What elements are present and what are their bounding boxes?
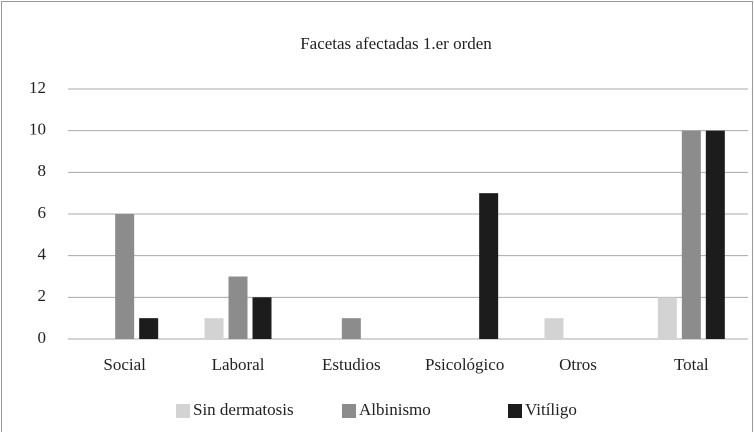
bar xyxy=(657,297,677,339)
bar xyxy=(115,214,135,339)
y-tick-label: 2 xyxy=(38,286,47,305)
bar xyxy=(341,318,361,339)
x-tick-label: Total xyxy=(674,355,709,374)
chart-title: Facetas afectadas 1.er orden xyxy=(300,34,492,53)
x-tick-label: Psicológico xyxy=(425,355,504,374)
x-tick-label: Social xyxy=(103,355,146,374)
bar xyxy=(705,130,725,339)
y-tick-label: 8 xyxy=(38,161,47,180)
y-tick-label: 6 xyxy=(38,203,47,222)
bar xyxy=(139,318,159,339)
bar xyxy=(228,276,248,339)
x-tick-label: Laboral xyxy=(212,355,265,374)
legend-label: Albinismo xyxy=(359,400,431,419)
bar xyxy=(252,297,272,339)
legend-swatch xyxy=(342,404,356,418)
legend-label: Vitíligo xyxy=(525,400,577,419)
bar xyxy=(479,193,499,339)
legend-swatch xyxy=(508,404,522,418)
y-tick-label: 0 xyxy=(38,328,47,347)
y-tick-label: 10 xyxy=(29,120,46,139)
bar xyxy=(681,130,701,339)
x-tick-label: Estudios xyxy=(322,355,381,374)
x-tick-label: Otros xyxy=(559,355,597,374)
y-tick-label: 4 xyxy=(38,245,47,264)
y-tick-label: 12 xyxy=(29,78,46,97)
legend-label: Sin dermatosis xyxy=(193,400,294,419)
bar xyxy=(544,318,564,339)
legend-swatch xyxy=(176,404,190,418)
bar xyxy=(204,318,224,339)
